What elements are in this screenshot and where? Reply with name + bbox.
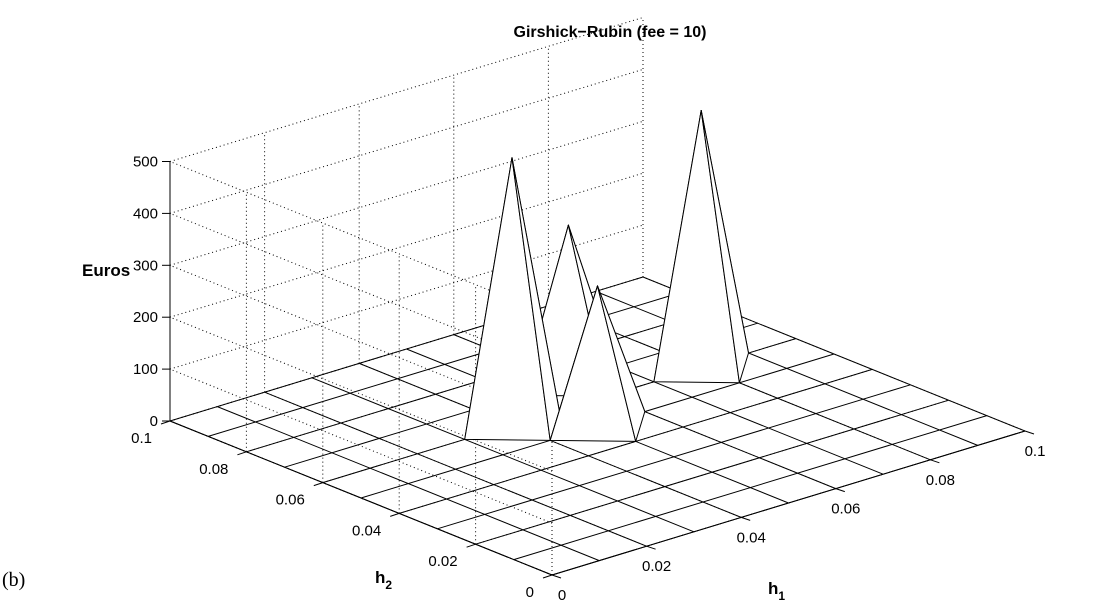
z-tick-label: 0 [150, 413, 158, 430]
y-tick-label: 0.08 [199, 461, 228, 478]
back-wall-z-gridline [169, 172, 644, 318]
back-wall-z-gridline [169, 68, 644, 214]
y-tick-mark [237, 451, 247, 456]
mesh-line-y [513, 415, 987, 561]
z-tick-label: 400 [133, 205, 158, 222]
back-wall-z-gridline [169, 17, 644, 162]
peak-face [700, 109, 749, 384]
surface-mesh [169, 109, 1026, 576]
x-tick-mark [930, 459, 940, 464]
x-tick-mark [1024, 430, 1035, 435]
x-axis-label-base: h [768, 579, 778, 598]
left-wall-z-gridline [169, 316, 553, 472]
y-tick-label: 0.06 [276, 492, 305, 509]
z-tick-label: 100 [133, 361, 158, 378]
chart-title: Girshick−Rubin (fee = 10) [514, 24, 707, 41]
z-axis-label: Euros [82, 261, 130, 280]
mesh-line-y [551, 430, 1026, 576]
x-tick-label: 0.06 [831, 501, 860, 518]
z-tick-label: 200 [133, 309, 158, 326]
y-tick-label: 0.04 [352, 522, 381, 539]
x-axis-label: h1 [768, 579, 785, 603]
x-tick-label: 0.1 [1025, 443, 1046, 460]
mesh-line-y [437, 384, 911, 530]
y-tick-mark [542, 574, 553, 579]
x-tick-mark [646, 545, 656, 550]
x-tick-mark [741, 516, 751, 521]
y-tick-mark [390, 512, 400, 517]
y-tick-mark [313, 482, 323, 487]
y-tick-label: 0 [526, 584, 534, 601]
tick-labels: 00.020.040.060.080.100.020.040.060.080.1… [131, 154, 1045, 605]
y-axis-label: h2 [375, 568, 392, 592]
left-wall-z-gridline [169, 368, 553, 524]
x-tick-mark [835, 488, 845, 493]
mesh-line-y [475, 399, 949, 545]
peak-face [597, 285, 646, 442]
x-tick-label: 0.08 [926, 472, 955, 489]
x-tick-label: 0 [558, 587, 566, 604]
y-axis-label-sub: 2 [385, 578, 392, 592]
z-tick-label: 300 [133, 257, 158, 274]
y-axis-label-base: h [375, 568, 385, 587]
x-tick-label: 0.02 [642, 558, 671, 575]
back-wall-z-gridline [169, 120, 644, 266]
panel-label: (b) [2, 569, 25, 591]
y-tick-label: 0.1 [131, 430, 152, 447]
x-axis-label-sub: 1 [778, 589, 785, 603]
z-tick-label: 500 [133, 154, 158, 171]
y-tick-mark [466, 543, 476, 548]
y-tick-label: 0.02 [428, 553, 457, 570]
x-tick-mark [551, 574, 562, 579]
x-tick-label: 0.04 [737, 529, 766, 546]
left-wall-z-gridline [169, 161, 553, 316]
